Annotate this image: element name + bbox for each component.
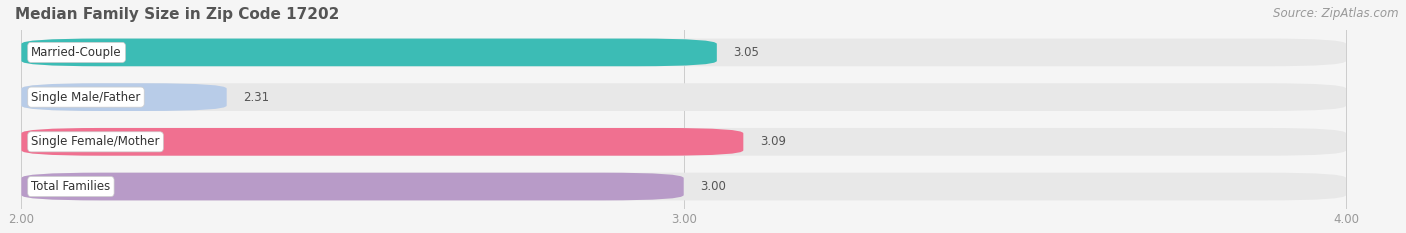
Text: Single Female/Mother: Single Female/Mother	[31, 135, 160, 148]
FancyBboxPatch shape	[21, 128, 1346, 156]
Text: 3.09: 3.09	[759, 135, 786, 148]
FancyBboxPatch shape	[21, 83, 226, 111]
Text: 3.00: 3.00	[700, 180, 725, 193]
FancyBboxPatch shape	[21, 38, 717, 66]
Text: Married-Couple: Married-Couple	[31, 46, 122, 59]
Text: Median Family Size in Zip Code 17202: Median Family Size in Zip Code 17202	[14, 7, 339, 22]
FancyBboxPatch shape	[21, 173, 1346, 200]
Text: Total Families: Total Families	[31, 180, 111, 193]
FancyBboxPatch shape	[21, 38, 1346, 66]
Text: Source: ZipAtlas.com: Source: ZipAtlas.com	[1274, 7, 1399, 20]
Text: 3.05: 3.05	[734, 46, 759, 59]
Text: 2.31: 2.31	[243, 91, 270, 104]
Text: Single Male/Father: Single Male/Father	[31, 91, 141, 104]
FancyBboxPatch shape	[21, 128, 744, 156]
FancyBboxPatch shape	[21, 83, 1346, 111]
FancyBboxPatch shape	[21, 173, 683, 200]
